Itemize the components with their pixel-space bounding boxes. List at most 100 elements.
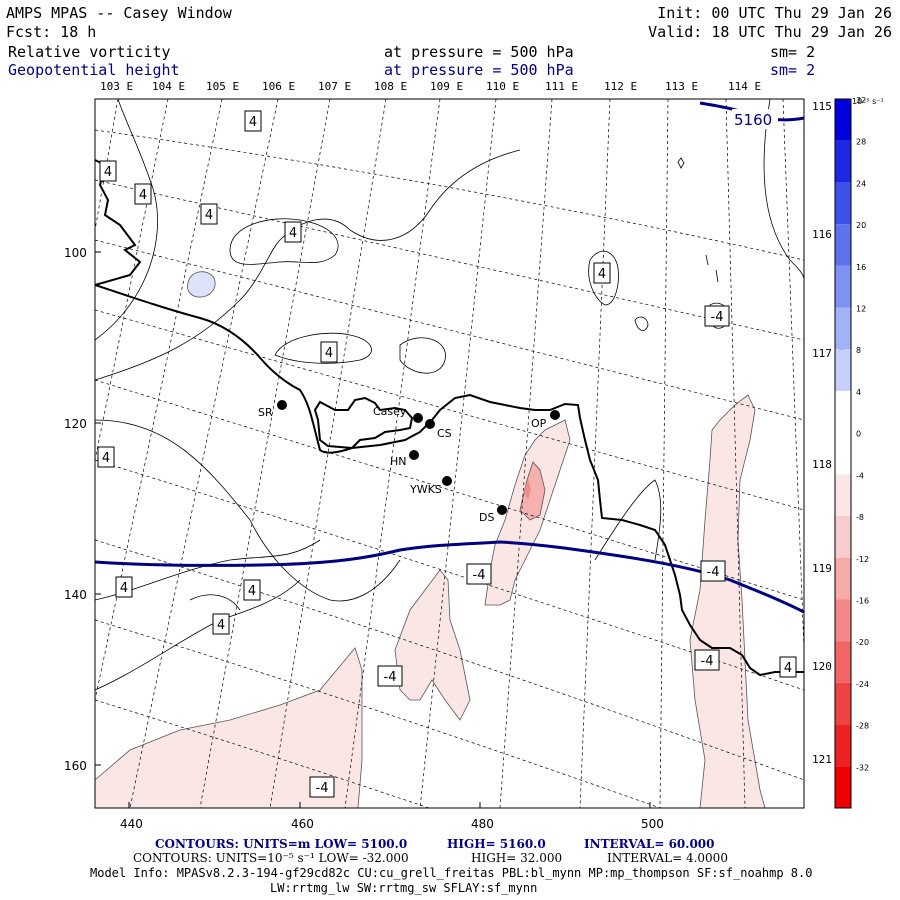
colorbar-swatch	[835, 557, 851, 600]
field1-name: Relative vorticity	[8, 43, 171, 61]
colorbar-label: -32	[856, 763, 869, 772]
forecast-hour: Fcst: 18 h	[6, 23, 97, 41]
field2-smooth: sm= 2	[770, 61, 816, 79]
x-tick-500: 500	[641, 817, 664, 831]
contour-label-box	[284, 221, 302, 243]
axis-ticks	[95, 251, 651, 808]
contour-label-box	[704, 305, 730, 327]
colorbar-label: -4	[856, 471, 864, 480]
lon-label-106: 106 E	[262, 80, 295, 93]
lon-label-110: 110 E	[486, 80, 519, 93]
colorbar-swatch	[835, 599, 851, 642]
station-op-marker	[550, 410, 560, 420]
colorbar: 32 28 24 20 16 12 8 4 0 -4 -8 -12 -16 -20 -24 -28 -32	[834, 96, 869, 809]
colorbar-label: -20	[856, 638, 869, 647]
station-ywks-label: YWKS	[409, 483, 442, 496]
contour-label-box	[243, 579, 261, 601]
colorbar-label: 20	[856, 221, 866, 230]
station-hn-marker	[409, 450, 419, 460]
colorbar-frame	[834, 98, 852, 809]
neg-vort-core	[519, 461, 546, 521]
colorbar-swatch	[835, 349, 851, 391]
contour-label-box	[244, 110, 262, 132]
x-tick-460: 460	[291, 817, 314, 831]
contour-label: 4	[102, 451, 110, 466]
init-time: Init: 00 UTC Thu 29 Jan 26	[657, 4, 892, 22]
colorbar-swatch	[835, 432, 851, 475]
model-info: Model Info: MPASv8.2.3-194-gf29cd82c CU:…	[90, 866, 813, 880]
y-tick-140: 140	[64, 588, 87, 602]
colorbar-label: 28	[856, 138, 866, 147]
model-info-physics: LW:rrtmg_lw SW:rrtmg_sw SFLAY:sf_mynn	[270, 881, 538, 895]
contour-label-box	[115, 576, 133, 598]
contour-label: 4	[784, 661, 792, 676]
contour-label-box	[309, 776, 335, 798]
lon-label-113: 113 E	[665, 80, 698, 93]
colorbar-swatch	[835, 390, 851, 433]
contour-label-box	[97, 446, 115, 468]
contour-label: 4	[598, 267, 606, 282]
colorbar-label: 12	[856, 305, 866, 314]
contour-label: 4	[248, 584, 256, 599]
y-tick-160: 160	[64, 759, 87, 773]
colorbar-swatch	[835, 766, 851, 808]
contour-label: -4	[384, 670, 397, 685]
colorbar-swatch	[835, 307, 851, 350]
field2-level: at pressure = 500 hPa	[384, 61, 574, 79]
colorbar-label: 24	[856, 179, 866, 188]
lon-labels-top: 103 E 104 E 105 E 106 E 107 E 108 E 109 …	[100, 80, 761, 93]
y-tick-100: 100	[64, 246, 87, 260]
x-tick-440: 440	[120, 817, 143, 831]
plot-frame	[94, 98, 805, 809]
contour-label-box	[700, 560, 726, 582]
lon-label-107: 107 E	[318, 80, 351, 93]
lon-label-111: 111 E	[545, 80, 578, 93]
neg-vort-max	[524, 478, 531, 500]
height-label: 5160	[732, 109, 778, 129]
colorbar-label: -8	[856, 513, 864, 522]
field2-name: Geopotential height	[8, 61, 180, 79]
station-ywks-marker	[442, 476, 452, 486]
vort-contour-info: CONTOURS: UNITS=10⁻⁵ s⁻¹ LOW= -32.000	[133, 851, 409, 865]
colorbar-label: 16	[856, 263, 866, 272]
field1-smooth: sm= 2	[770, 43, 816, 61]
colorbar-label: -24	[856, 680, 869, 689]
station-markers	[277, 400, 560, 515]
station-hn-label: HN	[390, 455, 407, 468]
height-contour-info: CONTOURS: UNITS=m LOW= 5100.0	[155, 837, 408, 851]
contour-label: 4	[205, 208, 213, 223]
contour-label: 4	[104, 165, 112, 180]
lon-label-112: 112 E	[604, 80, 637, 93]
colorbar-label: 4	[856, 388, 861, 397]
contour-label: 4	[217, 618, 225, 633]
colorbar-swatch	[835, 140, 851, 183]
colorbar-units: 10⁻⁵ s⁻¹	[852, 97, 884, 106]
colorbar-swatch	[835, 516, 851, 558]
colorbar-swatch	[835, 641, 851, 683]
contour-label: -4	[701, 654, 714, 669]
contour-label-box	[466, 563, 492, 585]
station-sr-label: SR	[258, 406, 273, 419]
valid-time: Valid: 18 UTC Thu 29 Jan 26	[648, 23, 892, 41]
colorbar-swatch	[835, 182, 851, 225]
contour-label-box	[377, 665, 403, 687]
x-tick-480: 480	[471, 817, 494, 831]
contour-label-box	[320, 341, 338, 363]
colorbar-label: -12	[856, 555, 869, 564]
station-cs-marker	[425, 419, 435, 429]
axis-tick-labels: 440 460 480 500 100 120 140 160	[64, 246, 664, 831]
lon-label-104: 104 E	[152, 80, 185, 93]
colorbar-swatch	[835, 99, 851, 141]
station-casey-marker	[413, 413, 423, 423]
contour-label: 4	[249, 115, 257, 130]
plot-title: AMPS MPAS -- Casey Window	[6, 4, 232, 22]
longitude-lines	[95, 99, 804, 808]
coastline	[95, 159, 804, 677]
station-sr-marker	[277, 400, 287, 410]
field1-level: at pressure = 500 hPa	[384, 43, 574, 61]
contour-label-box	[779, 656, 797, 678]
contour-label: 4	[120, 581, 128, 596]
colorbar-label: 8	[856, 346, 861, 355]
vorticity-shading	[95, 394, 766, 808]
